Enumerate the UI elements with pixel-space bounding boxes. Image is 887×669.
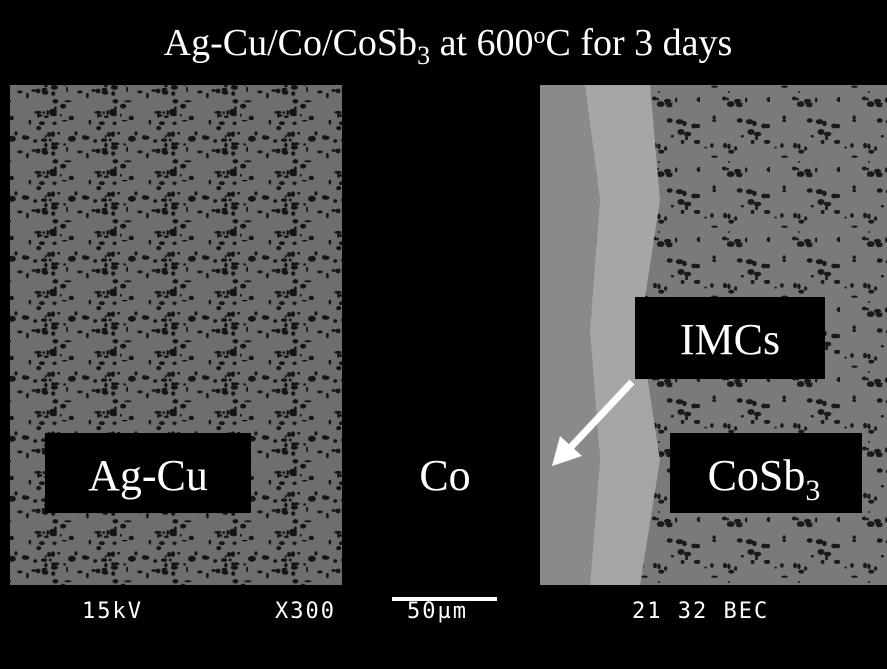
info: 21 32 BEC [632, 599, 769, 624]
label-imcs: IMCs [680, 315, 780, 364]
label-cosb3: CoSb3 [708, 451, 821, 507]
label-co: Co [419, 451, 470, 500]
title: Ag-Cu/Co/CoSb3 at 600oC for 3 days [164, 22, 733, 70]
label-ag-cu: Ag-Cu [88, 451, 208, 500]
magnification: X300 [275, 599, 336, 624]
voltage: 15kV [82, 599, 143, 624]
scale: 50µm [407, 599, 468, 624]
sem-image: Ag-Cu/Co/CoSb3 at 600oC for 3 days Ag-Cu… [0, 0, 887, 669]
